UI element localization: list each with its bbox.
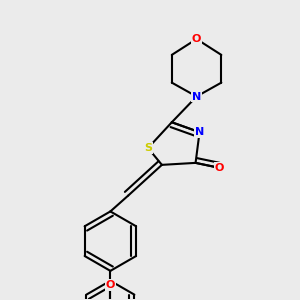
Text: N: N: [195, 127, 204, 137]
Text: O: O: [192, 34, 201, 44]
Text: S: S: [144, 143, 152, 153]
Text: N: N: [192, 92, 201, 101]
Text: O: O: [215, 163, 224, 173]
Text: O: O: [106, 280, 115, 290]
